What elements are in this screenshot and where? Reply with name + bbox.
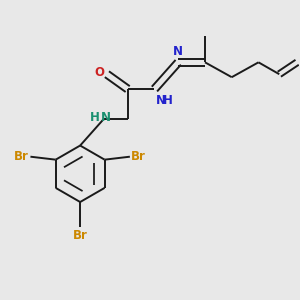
Text: H: H bbox=[163, 94, 173, 107]
Text: H: H bbox=[90, 111, 100, 124]
Text: N: N bbox=[156, 94, 166, 107]
Text: Br: Br bbox=[131, 150, 146, 163]
Text: N: N bbox=[100, 111, 110, 124]
Text: Br: Br bbox=[14, 150, 29, 163]
Text: Br: Br bbox=[73, 229, 88, 242]
Text: O: O bbox=[94, 66, 104, 79]
Text: N: N bbox=[173, 45, 183, 58]
